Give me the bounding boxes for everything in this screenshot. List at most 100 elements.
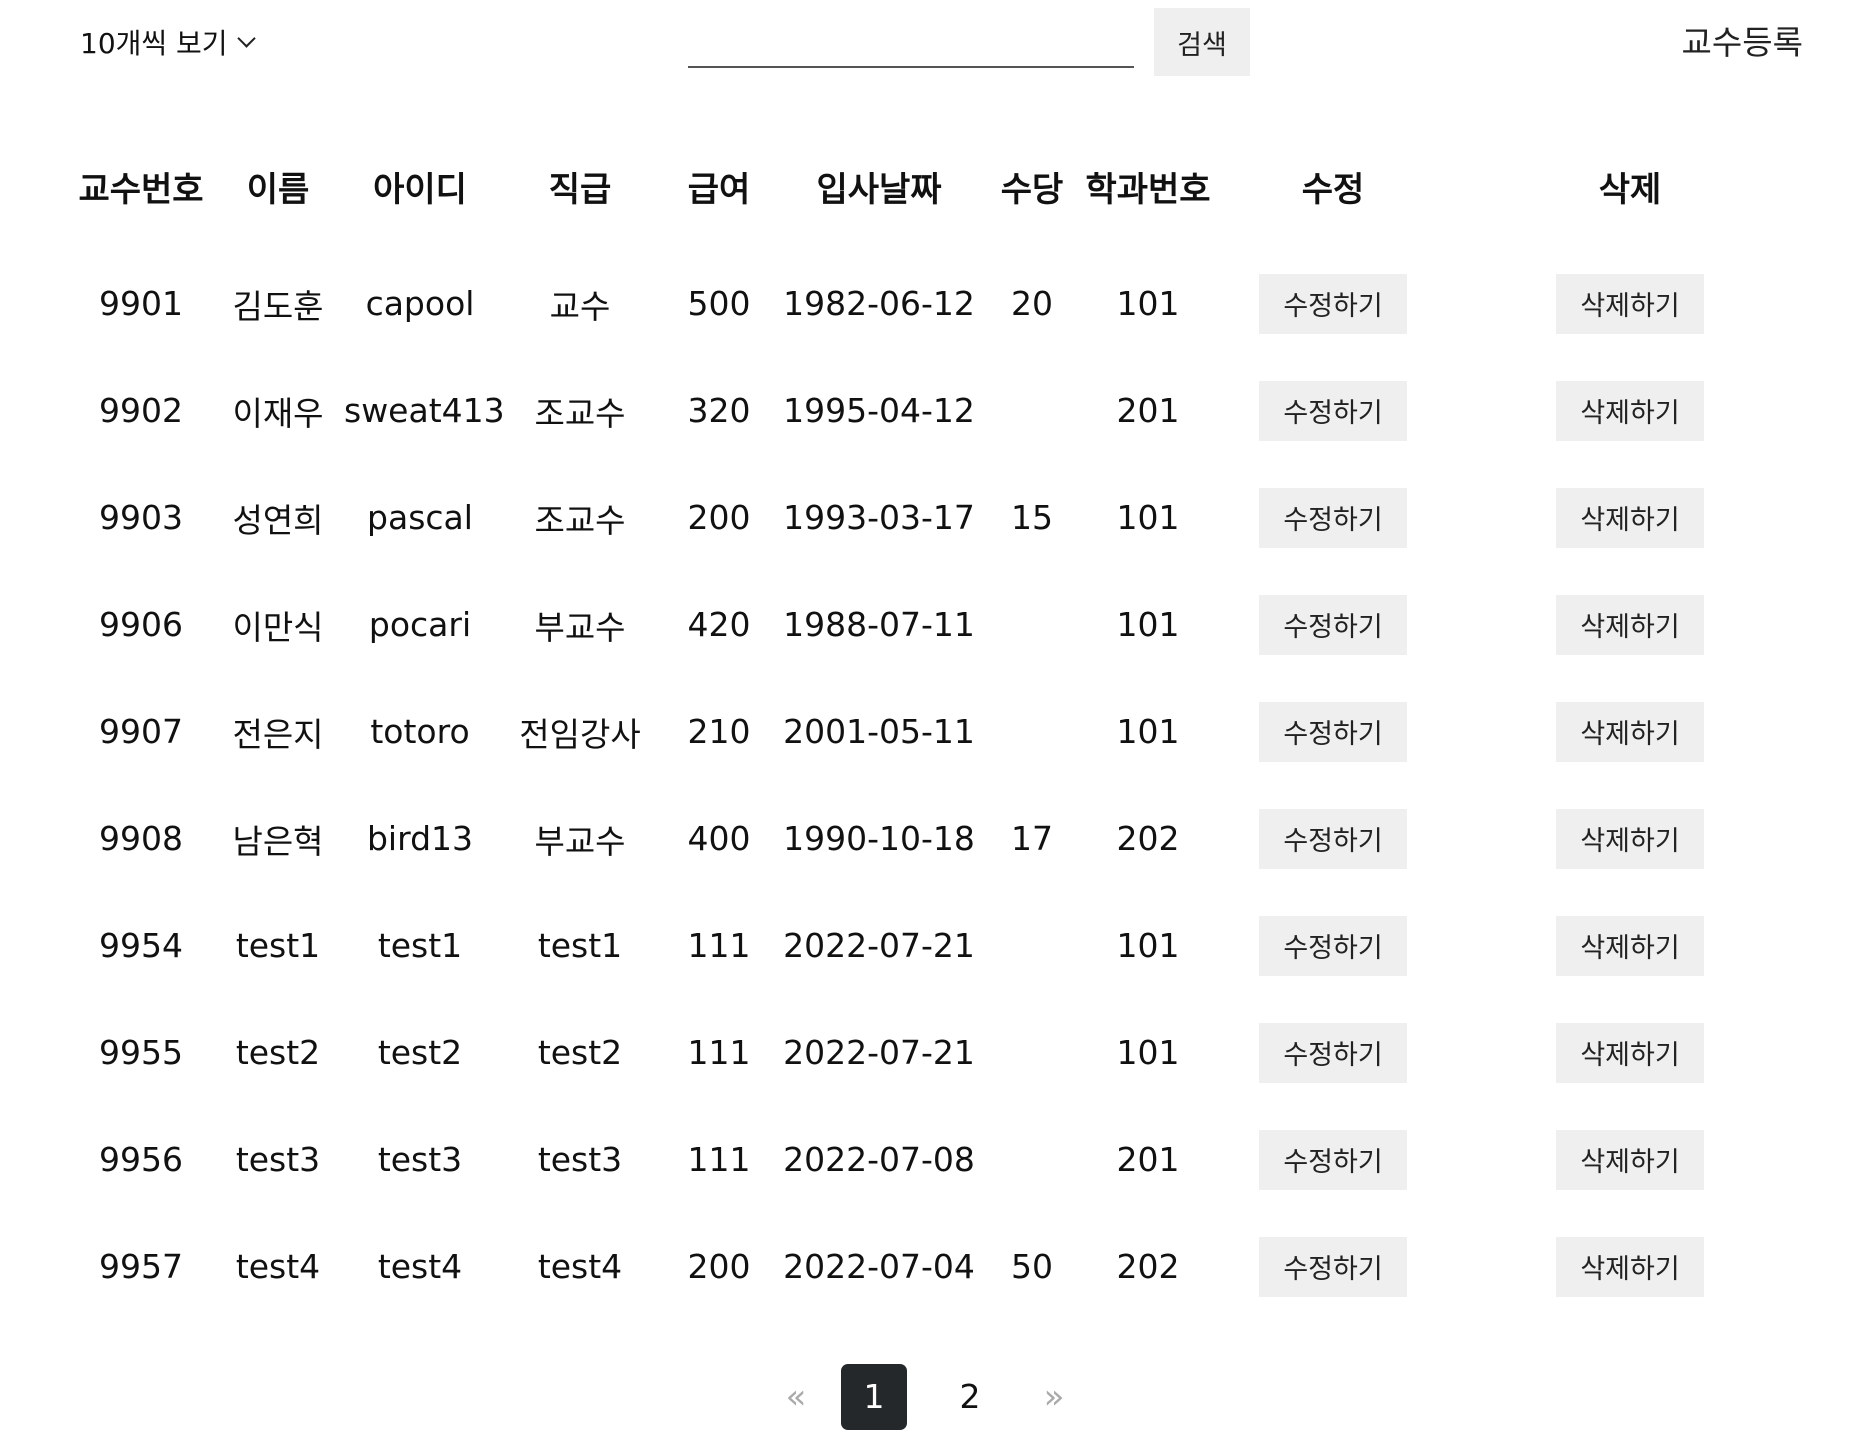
cell-rank: 조교수 [534, 500, 626, 540]
cell-salary: 320 [687, 391, 751, 430]
table-row: 9907 전은지 totoro 전임강사 210 2001-05-11 101 수정하기 삭제하… [70, 678, 1810, 785]
cell-edit: 수정하기 [1216, 892, 1450, 999]
edit-button[interactable]: 수정하기 [1259, 915, 1407, 976]
header-rank: 직급 [548, 169, 612, 210]
delete-button[interactable]: 삭제하기 [1556, 487, 1704, 548]
cell-hiredate: 2001-05-11 [783, 712, 975, 751]
cell-commission: 15 [1011, 498, 1053, 537]
table-row: 9902 이재우 sweat413 조교수 320 1995-04-12 201 수정하기 삭제… [70, 357, 1810, 464]
cell-dept-no: 202 [1116, 1247, 1180, 1286]
cell-rank: 교수 [549, 286, 611, 326]
edit-button[interactable]: 수정하기 [1259, 273, 1407, 334]
cell-commission [984, 999, 1080, 1106]
cell-dept-no: 101 [1116, 926, 1180, 965]
cell-rank: 전임강사 [519, 714, 641, 754]
table-row: 9956 test3 test3 test3 111 2022-07-08 201 수정하기 삭… [70, 1106, 1810, 1213]
cell-user-id: capool [365, 284, 475, 323]
cell-salary: 111 [687, 1033, 751, 1072]
table-row: 9957 test4 test4 test4 200 2022-07-04 50 202 수정하… [70, 1213, 1810, 1320]
cell-dept-no: 101 [1116, 1033, 1180, 1072]
page-size-label: 10개씩 보기 [80, 27, 228, 60]
header-dept-no: 학과번호 [1085, 169, 1211, 210]
cell-delete: 삭제하기 [1450, 357, 1810, 464]
cell-name: 이재우 [232, 393, 324, 433]
cell-user-id: test2 [377, 1033, 463, 1072]
cell-commission [984, 678, 1080, 785]
delete-button[interactable]: 삭제하기 [1556, 594, 1704, 655]
edit-button[interactable]: 수정하기 [1259, 487, 1407, 548]
delete-button[interactable]: 삭제하기 [1556, 273, 1704, 334]
cell-edit: 수정하기 [1216, 678, 1450, 785]
cell-hiredate: 2022-07-04 [783, 1247, 975, 1286]
cell-commission [984, 1106, 1080, 1213]
cell-prof-no: 9908 [99, 819, 183, 858]
cell-salary: 400 [687, 819, 751, 858]
cell-dept-no: 202 [1116, 819, 1180, 858]
table-row: 9955 test2 test2 test2 111 2022-07-21 101 수정하기 삭… [70, 999, 1810, 1106]
cell-dept-no: 101 [1116, 498, 1180, 537]
edit-button[interactable]: 수정하기 [1259, 701, 1407, 762]
cell-user-id: totoro [370, 712, 470, 751]
cell-prof-no: 9954 [99, 926, 183, 965]
edit-button[interactable]: 수정하기 [1259, 808, 1407, 869]
cell-dept-no: 101 [1116, 284, 1180, 323]
cell-user-id: sweat413 [344, 391, 505, 430]
cell-salary: 420 [687, 605, 751, 644]
cell-prof-no: 9902 [99, 391, 183, 430]
cell-salary: 210 [687, 712, 751, 751]
delete-button[interactable]: 삭제하기 [1556, 808, 1704, 869]
cell-name: 이만식 [232, 607, 324, 647]
header-commission: 수당 [1000, 169, 1064, 210]
cell-salary: 200 [687, 498, 751, 537]
delete-button[interactable]: 삭제하기 [1556, 915, 1704, 976]
edit-button[interactable]: 수정하기 [1259, 1022, 1407, 1083]
page-button-2[interactable]: 2 [959, 1377, 981, 1416]
cell-salary: 200 [687, 1247, 751, 1286]
cell-rank: test4 [537, 1247, 623, 1286]
edit-button[interactable]: 수정하기 [1259, 1129, 1407, 1190]
professor-register-link[interactable]: 교수등록 [1681, 23, 1803, 62]
cell-prof-no: 9957 [99, 1247, 183, 1286]
cell-name: test4 [235, 1247, 321, 1286]
page-size-dropdown[interactable]: 10개씩 보기 [80, 20, 256, 64]
cell-commission [984, 571, 1080, 678]
delete-button[interactable]: 삭제하기 [1556, 1129, 1704, 1190]
search-input[interactable] [688, 18, 1134, 68]
cell-edit: 수정하기 [1216, 999, 1450, 1106]
next-page-icon[interactable]: » [1043, 1377, 1065, 1417]
cell-dept-no: 101 [1116, 712, 1180, 751]
professor-table: 교수번호 이름 아이디 직급 급여 입사날짜 수당 학과번호 수정 삭제 990… [70, 130, 1810, 1320]
cell-rank: 조교수 [534, 393, 626, 433]
edit-button[interactable]: 수정하기 [1259, 1236, 1407, 1297]
search-button[interactable]: 검색 [1154, 8, 1250, 76]
cell-name: 김도훈 [232, 286, 324, 326]
cell-commission [984, 357, 1080, 464]
cell-hiredate: 1995-04-12 [783, 391, 975, 430]
cell-prof-no: 9903 [99, 498, 183, 537]
cell-prof-no: 9901 [99, 284, 183, 323]
header-edit: 수정 [1301, 169, 1365, 210]
table-header-row: 교수번호 이름 아이디 직급 급여 입사날짜 수당 학과번호 수정 삭제 [70, 130, 1810, 242]
delete-button[interactable]: 삭제하기 [1556, 1022, 1704, 1083]
table-row: 9906 이만식 pocari 부교수 420 1988-07-11 101 수정하기 삭제하기 [70, 571, 1810, 678]
cell-name: 성연희 [232, 500, 324, 540]
cell-name: test1 [235, 926, 321, 965]
cell-rank: test1 [537, 926, 623, 965]
edit-button[interactable]: 수정하기 [1259, 380, 1407, 441]
table-row: 9901 김도훈 capool 교수 500 1982-06-12 20 101 수정하기 삭제하… [70, 242, 1810, 357]
delete-button[interactable]: 삭제하기 [1556, 380, 1704, 441]
edit-button[interactable]: 수정하기 [1259, 594, 1407, 655]
cell-name: 전은지 [232, 714, 324, 754]
cell-delete: 삭제하기 [1450, 571, 1810, 678]
delete-button[interactable]: 삭제하기 [1556, 701, 1704, 762]
cell-rank: 부교수 [534, 821, 626, 861]
delete-button[interactable]: 삭제하기 [1556, 1236, 1704, 1297]
prev-page-icon[interactable]: « [785, 1377, 807, 1417]
header-prof-no: 교수번호 [78, 169, 204, 210]
cell-prof-no: 9906 [99, 605, 183, 644]
table-body: 9901 김도훈 capool 교수 500 1982-06-12 20 101 수정하기 삭제하… [70, 242, 1810, 1320]
cell-hiredate: 1990-10-18 [783, 819, 975, 858]
pagination: « 1 2 » [760, 1364, 1084, 1430]
header-hiredate: 입사날짜 [816, 169, 942, 210]
page-button-1[interactable]: 1 [841, 1364, 907, 1430]
